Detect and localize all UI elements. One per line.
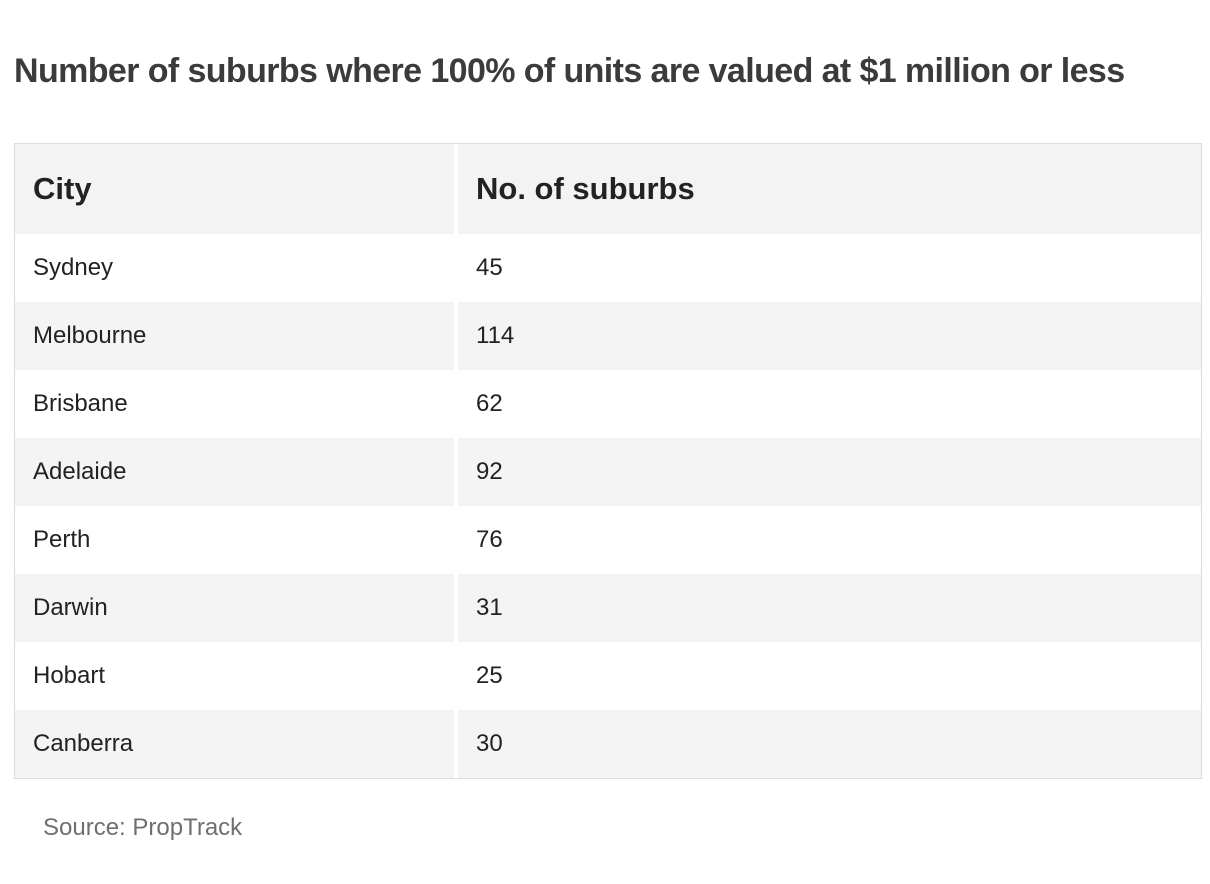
city-cell: Hobart	[15, 642, 458, 710]
column-header-city: City	[15, 144, 458, 234]
source-caption: Source: PropTrack	[43, 814, 243, 841]
table-row: Hobart 25	[15, 642, 1201, 710]
suburb-count-cell: 30	[458, 710, 1201, 778]
table-header-row: City No. of suburbs	[15, 144, 1201, 234]
suburb-count-cell: 62	[458, 370, 1201, 438]
city-cell: Perth	[15, 506, 458, 574]
city-cell: Melbourne	[15, 302, 458, 370]
table-row: Perth 76	[15, 506, 1201, 574]
table-row: Adelaide 92	[15, 438, 1201, 506]
table-row: Canberra 30	[15, 710, 1201, 778]
column-header-suburbs: No. of suburbs	[458, 144, 1201, 234]
suburbs-table: City No. of suburbs Sydney 45 Melbourne …	[14, 143, 1202, 779]
table-row: Melbourne 114	[15, 302, 1201, 370]
suburb-count-cell: 25	[458, 642, 1201, 710]
city-cell: Adelaide	[15, 438, 458, 506]
suburb-count-cell: 31	[458, 574, 1201, 642]
city-cell: Darwin	[15, 574, 458, 642]
table-row: Darwin 31	[15, 574, 1201, 642]
table-title: Number of suburbs where 100% of units ar…	[14, 52, 1125, 90]
data-table: City No. of suburbs Sydney 45 Melbourne …	[15, 144, 1201, 778]
suburb-count-cell: 92	[458, 438, 1201, 506]
city-cell: Brisbane	[15, 370, 458, 438]
table-row: Brisbane 62	[15, 370, 1201, 438]
suburb-count-cell: 114	[458, 302, 1201, 370]
table-row: Sydney 45	[15, 234, 1201, 302]
city-cell: Sydney	[15, 234, 458, 302]
suburb-count-cell: 45	[458, 234, 1201, 302]
city-cell: Canberra	[15, 710, 458, 778]
suburb-count-cell: 76	[458, 506, 1201, 574]
